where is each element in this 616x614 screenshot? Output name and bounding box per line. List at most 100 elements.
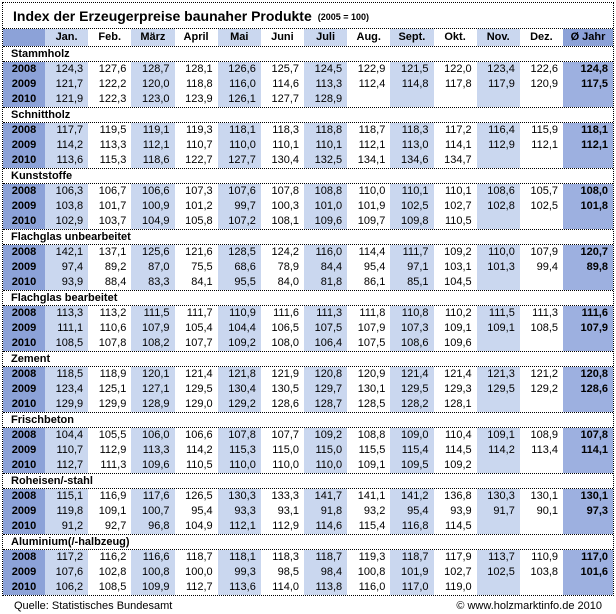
value-cell: 121,7 <box>45 77 89 92</box>
value-cell: 120,9 <box>530 78 558 90</box>
value-cell: 86,1 <box>363 276 386 288</box>
value-cell: 130,4 <box>271 154 299 166</box>
value-cell: 112,9 <box>99 444 127 456</box>
avg-cell: 111,6 <box>563 306 613 321</box>
avg-cell <box>563 580 613 595</box>
value-cell: 116,4 <box>476 123 520 138</box>
value-cell: 93,9 <box>45 275 89 290</box>
value-cell: 109,8 <box>390 214 434 229</box>
value-cell: 106,2 <box>45 580 89 595</box>
value-cell: 129,9 <box>45 397 89 412</box>
value-cell: 118,1 <box>217 123 261 138</box>
value-cell: 141,1 <box>357 490 386 502</box>
month-header: Dez. <box>530 31 553 43</box>
value-cell: 108,9 <box>530 429 558 441</box>
value-cell: 100,8 <box>357 566 386 578</box>
value-cell: 134,7 <box>444 154 472 166</box>
avg-cell: 128,6 <box>563 382 613 397</box>
value-cell: 118,1 <box>217 550 261 565</box>
table-row: 2008 113,3 113,2 111,5 111,7 110,9 111,6 111,3 1… <box>3 306 613 321</box>
value-cell: 136,8 <box>444 490 472 502</box>
value-cell: 125,6 <box>131 245 175 260</box>
table-body: Stammholz 2008 124,3 127,6 128,7 128,1 126,6 12… <box>3 47 613 595</box>
value-cell <box>520 275 563 290</box>
value-cell: 116,6 <box>131 550 175 565</box>
year-cell: 2009 <box>3 138 45 153</box>
value-cell: 99,4 <box>536 261 558 273</box>
value-cell: 111,5 <box>131 306 175 321</box>
value-cell: 111,3 <box>100 459 127 471</box>
value-cell <box>476 275 520 290</box>
value-cell: 116,0 <box>217 77 261 92</box>
value-cell: 110,1 <box>390 184 434 199</box>
value-cell: 121,6 <box>185 246 213 258</box>
value-cell: 110,0 <box>272 459 299 471</box>
value-cell: 110,7 <box>185 139 213 151</box>
value-cell: 127,7 <box>271 93 299 105</box>
value-cell: 109,6 <box>444 337 472 349</box>
value-cell: 103,1 <box>444 261 472 273</box>
year-cell: 2010 <box>3 92 45 107</box>
value-cell: 115,5 <box>358 444 386 456</box>
table-row: 2010 106,2 108,5 109,9 112,7 113,6 114,0 113,8 1… <box>3 580 613 595</box>
value-cell: 129,2 <box>530 383 558 395</box>
value-cell: 102,9 <box>45 214 89 229</box>
value-cell: 122,9 <box>357 63 386 75</box>
value-cell <box>476 92 520 107</box>
value-cell: 110,2 <box>444 307 472 319</box>
value-cell: 110,4 <box>444 429 472 441</box>
value-cell: 102,7 <box>444 200 472 212</box>
value-cell: 101,0 <box>304 199 348 214</box>
section-title: Schnittholz <box>3 108 613 123</box>
table-row: 2008 106,3 106,7 106,6 107,3 107,6 107,8 108,8 1… <box>3 184 613 199</box>
value-cell: 111,5 <box>476 306 520 321</box>
value-cell: 118,7 <box>304 550 348 565</box>
value-cell: 123,0 <box>131 92 175 107</box>
value-cell: 108,5 <box>530 322 558 334</box>
value-cell: 114,5 <box>444 520 472 532</box>
value-cell: 106,0 <box>131 428 175 443</box>
value-cell: 121,9 <box>45 92 89 107</box>
product-section: Kunststoffe 2008 106,3 106,7 106,6 107,3 107,6… <box>3 169 613 230</box>
value-cell: 106,6 <box>131 184 175 199</box>
value-cell: 113,2 <box>99 307 127 319</box>
value-cell: 113,7 <box>476 550 520 565</box>
value-cell <box>520 92 563 107</box>
product-section: Zement 2008 118,5 118,9 120,1 121,4 121,8 121,9… <box>3 352 613 413</box>
value-cell: 123,4 <box>476 62 520 77</box>
value-cell: 84,4 <box>304 260 348 275</box>
month-header: Aug. <box>356 31 381 43</box>
value-cell: 122,0 <box>444 63 472 75</box>
value-cell: 117,9 <box>476 77 520 92</box>
value-cell: 127,1 <box>131 382 175 397</box>
value-cell: 95,4 <box>191 505 213 517</box>
avg-cell <box>563 92 613 107</box>
value-cell: 118,7 <box>185 551 213 563</box>
table-row: 2010 129,9 129,9 128,9 129,0 129,2 128,6 128,7 1… <box>3 397 613 412</box>
value-cell: 128,1 <box>444 398 472 410</box>
year-cell: 2008 <box>3 123 45 138</box>
footer: Quelle: Statistisches Bundesamt © www.ho… <box>2 598 614 614</box>
value-cell: 110,9 <box>217 306 261 321</box>
value-cell: 112,9 <box>272 520 299 532</box>
value-cell: 118,7 <box>390 550 434 565</box>
year-cell: 2010 <box>3 397 45 412</box>
value-cell: 103,7 <box>98 215 127 227</box>
value-cell: 104,4 <box>45 428 89 443</box>
value-cell: 100,0 <box>185 566 213 578</box>
value-cell: 117,0 <box>390 580 434 595</box>
value-cell: 122,6 <box>530 63 558 75</box>
table-row: 2010 121,9 122,3 123,0 123,9 126,1 127,7 128,9 <box>3 92 613 107</box>
value-cell: 125,1 <box>98 383 127 395</box>
year-cell: 2010 <box>3 336 45 351</box>
year-cell: 2010 <box>3 580 45 595</box>
value-cell <box>520 580 563 595</box>
value-cell: 128,7 <box>131 62 175 77</box>
value-cell: 111,7 <box>390 245 434 260</box>
avg-cell: 112,1 <box>563 138 613 153</box>
value-cell: 126,1 <box>217 92 261 107</box>
value-cell: 130,4 <box>217 382 261 397</box>
value-cell: 110,0 <box>358 185 386 197</box>
value-cell: 109,6 <box>304 214 348 229</box>
value-cell: 110,6 <box>99 322 127 334</box>
